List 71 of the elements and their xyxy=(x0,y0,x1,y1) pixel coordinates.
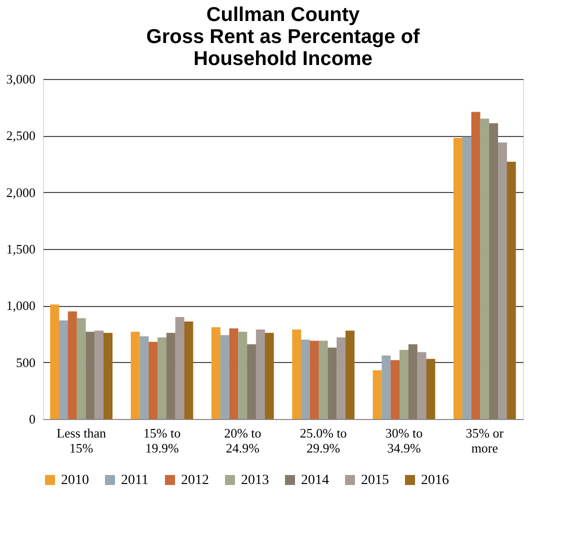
bar xyxy=(229,328,238,419)
bar xyxy=(157,337,166,419)
bar xyxy=(86,332,95,419)
legend-label: 2013 xyxy=(241,473,269,488)
category-label: 35% or xyxy=(466,426,504,440)
legend-label: 2016 xyxy=(421,473,449,488)
bar xyxy=(94,330,104,419)
text: Gross Rent as Percentage of xyxy=(146,26,420,48)
category-label: Less than xyxy=(56,426,106,440)
bar xyxy=(130,332,140,419)
bar xyxy=(506,162,516,419)
bar xyxy=(453,138,462,419)
bar xyxy=(417,352,426,419)
category-label: 25.0% to xyxy=(300,426,347,440)
bar xyxy=(68,311,77,419)
category-label: 34.9% xyxy=(387,440,421,456)
bar xyxy=(175,317,184,419)
bar xyxy=(489,123,498,419)
bar xyxy=(292,329,302,419)
bar xyxy=(247,344,256,419)
bar xyxy=(390,360,400,419)
y-tick-label: 500 xyxy=(16,354,36,370)
legend-label: 2014 xyxy=(301,473,329,488)
y-tick-label: 2,500 xyxy=(6,128,36,144)
text: Cullman County xyxy=(206,4,360,26)
bar xyxy=(471,112,480,419)
category-label: 20% to xyxy=(224,426,262,440)
bar xyxy=(148,342,158,419)
bar xyxy=(59,320,68,419)
legend-label: 2010 xyxy=(61,473,89,488)
bar xyxy=(220,335,230,419)
bar xyxy=(301,340,310,419)
y-tick-label: 3,000 xyxy=(6,72,36,86)
y-tick-label: 1,000 xyxy=(6,298,36,314)
bar xyxy=(238,332,248,419)
bar xyxy=(480,118,490,419)
bar xyxy=(256,329,265,419)
bar xyxy=(462,136,472,419)
category-label: 15% xyxy=(69,440,94,456)
bar xyxy=(166,332,176,419)
legend-label: 2015 xyxy=(361,473,389,488)
bar xyxy=(310,340,319,419)
bar xyxy=(76,318,86,419)
bar xyxy=(408,344,418,419)
bar xyxy=(104,332,113,419)
bar xyxy=(336,337,346,419)
category-label: 30% to xyxy=(385,426,423,440)
bar xyxy=(50,304,60,419)
bar xyxy=(400,350,409,419)
bar xyxy=(372,370,382,419)
bar xyxy=(140,336,149,419)
category-label: 19.9% xyxy=(145,440,179,456)
y-tick-label: 2,000 xyxy=(6,184,36,200)
bar xyxy=(264,332,274,419)
category-label: 29.9% xyxy=(306,440,340,456)
bar xyxy=(184,322,194,419)
bar xyxy=(498,142,507,419)
bar xyxy=(328,348,337,419)
category-label: 15% to xyxy=(143,426,181,440)
bar xyxy=(318,340,328,419)
bar xyxy=(382,356,391,419)
y-tick-label: 1,500 xyxy=(6,242,36,256)
bar xyxy=(346,330,355,419)
legend-label: 2012 xyxy=(181,473,209,488)
text: Household Income xyxy=(194,48,372,70)
legend-label: 2011 xyxy=(121,473,148,488)
y-tick-label: 0 xyxy=(29,412,36,426)
category-label: 24.9% xyxy=(226,440,260,456)
category-label: more xyxy=(471,440,498,456)
bar xyxy=(426,358,436,419)
bar xyxy=(211,327,220,419)
